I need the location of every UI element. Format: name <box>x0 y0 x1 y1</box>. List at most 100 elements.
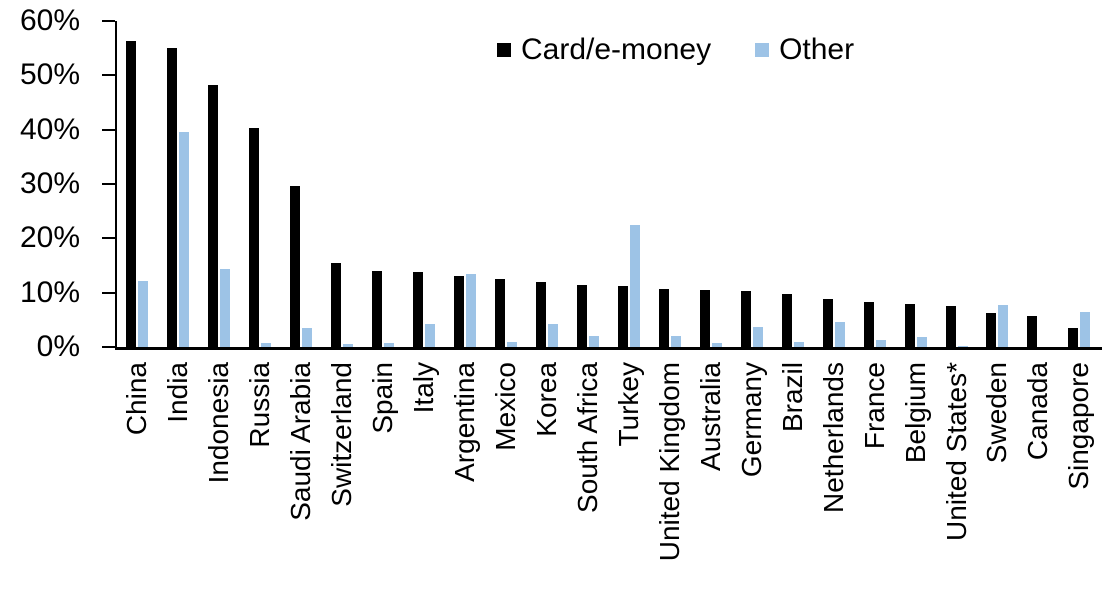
x-axis-category-label: Australia <box>694 362 726 471</box>
bar-other-united-states <box>957 345 968 347</box>
bar-pair <box>977 21 1018 347</box>
y-axis-tick-label: 30% <box>19 167 80 200</box>
legend-item-other: Other <box>755 34 854 66</box>
x-axis-label-cell: Switzerland <box>326 347 358 594</box>
x-axis-category-label: South Africa <box>571 362 603 513</box>
bar-pair <box>649 21 690 347</box>
category-column-south-africa: South Africa <box>567 21 608 594</box>
x-axis-category-label: Canada <box>1022 362 1054 461</box>
bar-other-singapore <box>1080 312 1091 347</box>
bar-card-e-money-indonesia <box>208 85 219 347</box>
bar-pair <box>690 21 731 347</box>
bar-pair <box>117 21 158 347</box>
bar-other-argentina <box>466 273 477 347</box>
x-axis-label-cell: Singapore <box>1063 347 1095 594</box>
x-axis-label-cell: Sweden <box>981 347 1013 594</box>
x-axis-label-cell: United Kingdom <box>654 347 685 594</box>
x-axis-label-cell: United States* <box>941 347 972 594</box>
bar-other-sweden <box>998 304 1009 347</box>
legend-label-card-e-money: Card/e-money <box>521 33 712 66</box>
legend-label-other: Other <box>779 33 855 66</box>
x-axis-label-cell: Indonesia <box>203 347 234 594</box>
y-axis-tick-mark <box>102 237 115 240</box>
bar-columns: China India Indonesia Russia Saudi Arabia Swi… <box>117 21 1100 594</box>
x-axis-label-cell: India <box>162 347 194 594</box>
bar-other-korea <box>548 324 558 347</box>
x-axis-label-cell: Argentina <box>449 347 481 594</box>
x-axis-category-label: Argentina <box>449 362 481 482</box>
bar-pair <box>1059 21 1100 347</box>
bar-card-e-money-brazil <box>781 293 792 347</box>
x-axis-category-label: Sweden <box>981 362 1013 464</box>
card-e-money-swatch <box>497 43 511 57</box>
bar-card-e-money-china <box>126 41 137 347</box>
category-column-turkey: Turkey <box>608 21 649 594</box>
bar-other-netherlands <box>834 322 845 347</box>
category-column-korea: Korea <box>527 21 568 594</box>
plot-area <box>115 21 1102 350</box>
bar-card-e-money-south-africa <box>576 285 587 347</box>
x-axis-label-cell: China <box>121 347 153 594</box>
legend-item-card-e-money: Card/e-money <box>497 34 711 66</box>
bar-other-south-africa <box>588 335 599 347</box>
category-column-india: India <box>158 21 199 594</box>
x-axis-category-label: China <box>121 362 153 436</box>
y-axis-tick-label: 40% <box>19 112 80 146</box>
bar-pair <box>854 21 895 347</box>
category-column-belgium: Belgium <box>895 21 936 594</box>
bar-pair <box>404 21 445 347</box>
x-axis-label-cell: Korea <box>531 347 562 594</box>
x-axis-label-cell: South Africa <box>571 347 603 594</box>
x-axis-label-cell: Saudi Arabia <box>285 347 316 594</box>
category-column-france: France <box>854 21 895 594</box>
y-axis-tick-mark <box>102 183 115 185</box>
bar-card-e-money-united-kingdom <box>658 288 669 347</box>
y-axis-tick-label: 10% <box>19 275 80 309</box>
bar-other-germany <box>752 326 763 347</box>
x-axis-category-label: Mexico <box>490 362 522 451</box>
x-axis-label-cell: Germany <box>736 347 767 594</box>
x-axis-label-cell: Australia <box>694 347 726 594</box>
bar-card-e-money-france <box>863 301 874 347</box>
bar-other-china <box>138 280 149 347</box>
category-column-united-states: United States* <box>936 21 977 594</box>
bar-card-e-money-korea <box>536 282 546 347</box>
x-axis-label-cell: Spain <box>367 347 398 594</box>
bar-other-turkey <box>629 225 640 347</box>
bar-card-e-money-netherlands <box>822 298 833 347</box>
x-axis-category-label: Korea <box>531 362 562 437</box>
category-column-united-kingdom: United Kingdom <box>649 21 690 594</box>
y-axis-tick-mark <box>102 74 115 77</box>
category-column-singapore: Singapore <box>1059 21 1100 594</box>
bar-card-e-money-italy <box>413 272 424 347</box>
bar-pair <box>486 21 527 347</box>
x-axis-category-label: India <box>162 362 194 423</box>
category-column-russia: Russia <box>240 21 281 594</box>
x-axis-category-label: Italy <box>408 362 440 414</box>
bar-card-e-money-spain <box>372 271 383 347</box>
y-axis-tick-mark <box>102 346 115 348</box>
bar-other-russia <box>261 343 272 347</box>
bar-card-e-money-united-states <box>945 305 956 347</box>
bar-card-e-money-argentina <box>454 275 465 347</box>
bar-pair <box>445 21 486 347</box>
x-axis-category-label: Singapore <box>1063 362 1095 490</box>
bar-card-e-money-singapore <box>1068 327 1079 347</box>
other-swatch <box>755 43 770 57</box>
x-axis-label-cell: France <box>859 347 890 594</box>
bar-pair <box>322 21 363 347</box>
x-axis-label-cell: Italy <box>408 347 440 594</box>
bar-card-e-money-germany <box>740 291 751 347</box>
bar-pair <box>936 21 977 347</box>
bar-other-indonesia <box>220 269 231 347</box>
x-axis-category-label: Switzerland <box>326 362 358 507</box>
chart-legend: Card/e-money Other <box>497 34 854 66</box>
bar-pair <box>281 21 322 347</box>
bar-pair <box>1018 21 1059 347</box>
bar-other-spain <box>384 343 395 347</box>
bar-pair <box>199 21 240 347</box>
y-axis-tick-label: 0% <box>36 330 80 363</box>
category-column-netherlands: Netherlands <box>813 21 854 594</box>
bar-other-mexico <box>507 341 518 347</box>
bar-pair <box>731 21 772 347</box>
